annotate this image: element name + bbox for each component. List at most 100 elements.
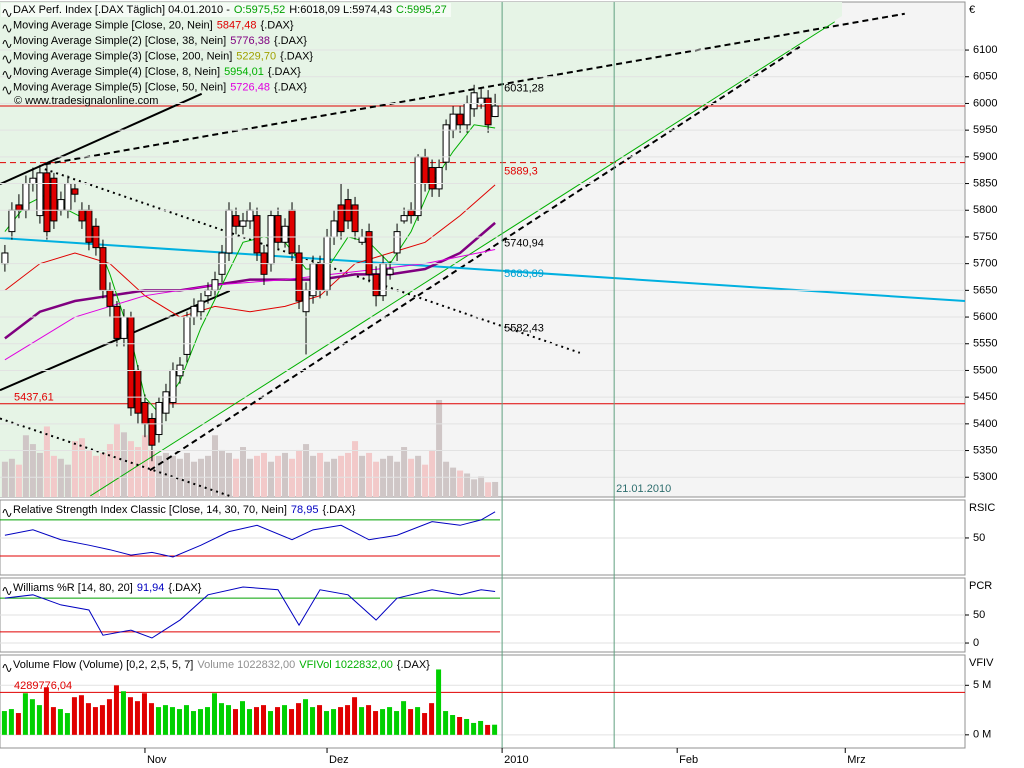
volume-bar (422, 713, 428, 735)
volume-overlay-bar (99, 452, 106, 497)
candle-body (155, 401, 163, 436)
volume-bar (303, 699, 309, 735)
candle-body (365, 231, 373, 275)
y-tick-label: 5600 (973, 311, 997, 323)
volume-overlay-bar (443, 461, 450, 497)
volume-overlay-bar (289, 458, 296, 497)
volume-overlay-bar (317, 452, 324, 497)
volume-overlay-bar (408, 458, 415, 497)
volume-overlay-bar (43, 426, 50, 497)
volume-bar (415, 707, 421, 735)
volume-overlay-bar (268, 461, 275, 497)
volume-bar (162, 705, 168, 735)
legend-suffix: {.DAX} (268, 66, 301, 78)
volume-bar (36, 705, 42, 735)
trend-line (0, 417, 231, 497)
candle-body (393, 231, 401, 254)
volume-bar (183, 705, 189, 735)
indicator-line (4, 511, 496, 558)
volume-bar (261, 705, 267, 735)
candle-body (337, 204, 345, 233)
volume-bar (71, 697, 77, 735)
price-label: 5582,43 (504, 322, 544, 334)
legend-entry: Moving Average Simple(2) [Close, 38, Nei… (13, 35, 307, 47)
volume-overlay-bar (415, 455, 422, 497)
volume-overlay-bar (15, 464, 22, 497)
volume-bar (366, 705, 372, 735)
volume-overlay-bar (85, 449, 92, 497)
candle-body (113, 305, 121, 339)
candle-body (78, 209, 86, 222)
volume-bar (113, 685, 119, 735)
axis-label: RSIC (969, 502, 995, 514)
volume-overlay-bar (429, 449, 436, 497)
legend-name: Moving Average Simple(3) [Close, 200, Ne… (13, 50, 232, 62)
candle-body (372, 273, 380, 297)
volume-bar (148, 703, 154, 735)
x-tick-label: Mrz (847, 754, 865, 766)
level-label: 5437,61 (14, 392, 54, 404)
title-part: {.DAX} (322, 504, 355, 516)
candle-body (302, 289, 310, 313)
moving-average-line (4, 184, 496, 318)
volume-bar (254, 707, 260, 735)
candle-body (1, 252, 9, 265)
volume-overlay-bar (113, 423, 120, 497)
y-tick-label: 5300 (973, 471, 997, 483)
volume-bar (85, 703, 91, 735)
candle-body (36, 172, 44, 217)
candle-body (253, 215, 261, 254)
volume-overlay-bar (485, 482, 492, 497)
candle-body (309, 263, 317, 297)
candle-body (435, 167, 443, 190)
volume-bar (64, 713, 70, 735)
volume-bar (240, 701, 246, 735)
volume-bar (120, 691, 126, 735)
y-tick-label: 50 (973, 609, 985, 621)
channel-shade (0, 2, 842, 497)
volume-bar (359, 707, 365, 735)
title-part: H:6018,09 L:5974,43 (289, 4, 392, 16)
candle-body (239, 220, 247, 227)
volume-overlay-bar (359, 455, 366, 497)
legend-suffix: {.DAX} (274, 81, 307, 93)
legend-entry: Moving Average Simple [Close, 20, Nein] 5… (13, 19, 294, 31)
trend-line (44, 168, 581, 354)
volume-overlay-bar (457, 470, 464, 497)
volume-overlay-bar (8, 458, 15, 497)
y-tick-label: 5550 (973, 338, 997, 350)
volume-overlay-bar (261, 452, 268, 497)
legend-name: Moving Average Simple(2) [Close, 38, Nei… (13, 35, 226, 47)
volume-overlay-bar (324, 461, 331, 497)
candle-body (281, 225, 289, 243)
price-label: 5683,89 (504, 268, 544, 280)
panel-title: Williams %R [14, 80, 20] 91,94 {.DAX} (13, 582, 202, 594)
y-tick-label: 0 M (973, 729, 991, 741)
price-label: 6031,28 (504, 83, 544, 95)
title-background (1, 3, 451, 17)
volume-bar (134, 701, 140, 735)
volume-overlay-bar (373, 461, 380, 497)
candle-body (491, 105, 499, 118)
volume-bar (169, 707, 175, 735)
legend-name: Moving Average Simple [Close, 20, Nein] (13, 19, 213, 31)
title-part: O:5975,52 (234, 4, 285, 16)
legend-value: 5229,70 (236, 50, 276, 62)
volume-bar (92, 707, 98, 735)
volume-bar (15, 713, 21, 735)
volume-bar (43, 687, 49, 735)
candle-body (330, 220, 338, 238)
volume-overlay-bar (197, 458, 204, 497)
candle-body (127, 316, 135, 409)
volume-overlay-bar (204, 455, 211, 497)
candle-body (351, 204, 359, 233)
y-tick-label: 5800 (973, 204, 997, 216)
candle-body (463, 102, 471, 126)
panel-title: DAX Perf. Index [.DAX Täglich] 04.01.201… (13, 4, 447, 16)
volume-overlay-bar (190, 461, 197, 497)
legend-entry: Moving Average Simple(3) [Close, 200, Ne… (13, 50, 313, 62)
volume-bar (331, 709, 337, 735)
main-plot (0, 12, 965, 497)
candle-body (134, 369, 142, 414)
